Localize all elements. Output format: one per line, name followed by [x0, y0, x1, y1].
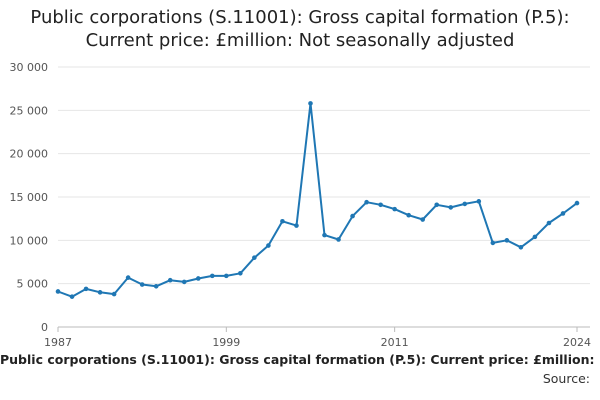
data-point: [490, 240, 496, 246]
data-point: [364, 199, 369, 205]
x-tick-label: 2011: [381, 336, 409, 349]
data-point: [392, 206, 397, 212]
data-point: [574, 200, 580, 206]
data-point: [294, 223, 299, 228]
data-point: [336, 237, 341, 242]
data-point: [55, 289, 61, 294]
y-tick-label: 25 000: [10, 104, 49, 117]
data-point: [238, 270, 243, 276]
data-point: [546, 220, 552, 226]
data-point: [560, 211, 566, 216]
data-point: [280, 218, 285, 224]
x-tick-label: 1987: [44, 336, 72, 349]
data-point: [476, 199, 482, 204]
data-point: [504, 238, 510, 243]
data-point: [350, 213, 355, 219]
source-label: Source:: [542, 371, 590, 386]
data-point: [83, 286, 89, 292]
chart-title: Public corporations (S.11001): Gross cap…: [0, 6, 600, 52]
x-tick-label: 2024: [563, 336, 591, 349]
data-point: [209, 273, 215, 279]
y-tick-label: 20 000: [10, 148, 49, 161]
data-point: [125, 275, 131, 280]
y-tick-label: 15 000: [10, 191, 49, 204]
y-tick-label: 10 000: [10, 234, 49, 247]
data-point: [462, 201, 468, 207]
data-point: [378, 202, 383, 208]
data-point: [448, 205, 454, 210]
data-point: [224, 273, 229, 279]
legend-series-name: Public corporations (S.11001): Gross cap…: [0, 352, 600, 367]
data-point: [139, 282, 145, 287]
data-point: [518, 244, 524, 250]
series-line: [57, 102, 578, 298]
data-point: [266, 243, 271, 248]
data-point: [167, 277, 173, 283]
y-tick-label: 0: [41, 321, 48, 334]
data-point: [406, 212, 411, 218]
data-point: [252, 255, 257, 260]
data-point: [322, 232, 327, 238]
y-tick-label: 30 000: [10, 61, 49, 74]
data-point: [195, 276, 201, 281]
chart-title-line-1: Public corporations (S.11001): Gross cap…: [30, 7, 570, 28]
data-point: [434, 202, 440, 208]
data-point: [69, 294, 75, 299]
data-point: [97, 290, 103, 295]
data-point: [420, 217, 426, 222]
y-tick-label: 5 000: [17, 278, 49, 291]
data-point: [308, 101, 313, 106]
data-point: [153, 283, 159, 289]
data-point: [181, 279, 187, 285]
data-point: [111, 291, 117, 297]
data-point: [532, 234, 538, 240]
x-tick-label: 1999: [212, 336, 240, 349]
chart-title-line-2: Current price: £million: Not seasonally …: [85, 30, 515, 51]
